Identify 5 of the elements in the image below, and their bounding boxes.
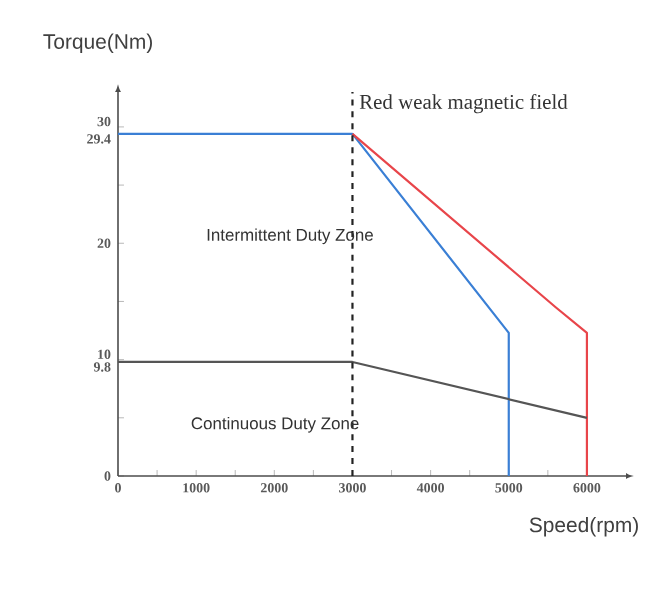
x-axis-title: Speed(rpm) [529,516,638,537]
annotation: Red weak magnetic field [359,94,568,114]
annotation: Intermittent Duty Zone [207,228,373,245]
annotation: Continuous Duty Zone [191,416,359,433]
y-axis-title: Torque(Nm) [43,33,152,54]
